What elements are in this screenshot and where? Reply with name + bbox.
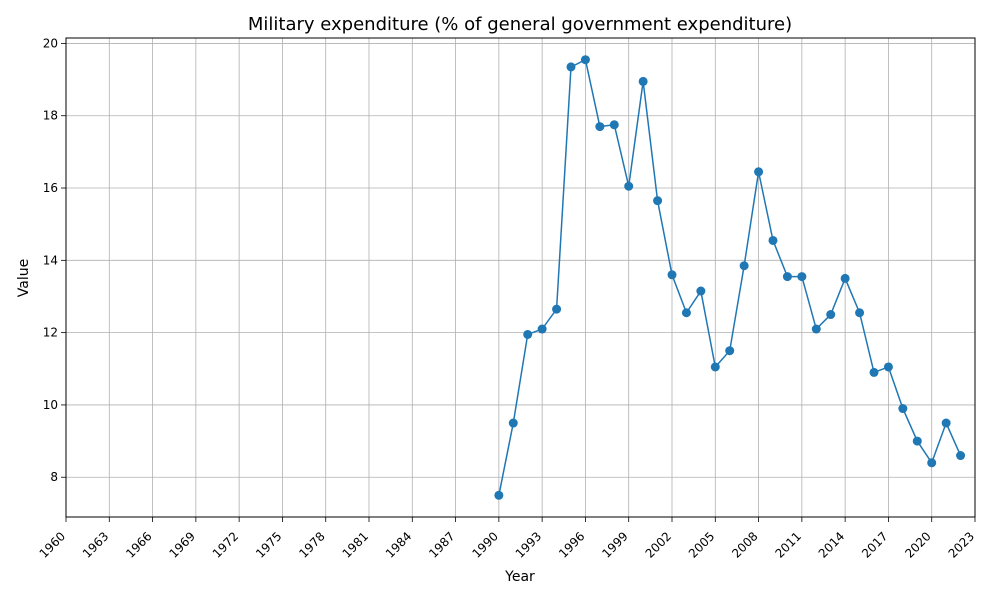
data-point [508,418,518,428]
data-point [811,324,821,334]
series-group [494,55,966,500]
data-point [696,286,706,296]
data-point [782,272,792,282]
data-point [768,235,778,245]
y-tick-label: 8 [50,470,58,484]
data-point [869,367,879,377]
y-tick-label: 20 [43,36,58,50]
data-point [912,436,922,446]
y-tick-label: 18 [43,109,58,123]
data-point [523,329,533,339]
y-tick-label: 10 [43,398,58,412]
x-axis-label: Year [504,569,535,585]
y-axis-label: Value [16,259,32,297]
data-point [956,451,966,461]
data-point [624,181,634,191]
y-axis: 8 10 12 14 16 18 20 [43,36,66,484]
y-tick-label: 16 [43,181,58,195]
y-tick-label: 12 [43,326,58,340]
data-point [595,122,605,132]
data-point [537,324,547,334]
data-point [609,120,619,130]
data-point [566,62,576,72]
data-point [898,404,908,414]
y-tick-label: 14 [43,253,58,267]
data-point [725,346,735,356]
plot-frame [65,37,976,518]
data-point [739,261,749,271]
data-point [840,273,850,283]
data-point [638,76,648,86]
data-point [681,308,691,318]
data-point [855,308,865,318]
data-point [580,55,590,65]
data-point [927,458,937,468]
chart-title: Military expenditure (% of general gover… [248,14,792,35]
data-point [667,270,677,280]
data-point [883,362,893,372]
data-point [754,167,764,177]
data-point [494,490,504,500]
data-point [552,304,562,314]
data-point [941,418,951,428]
data-point [797,272,807,282]
data-point [653,196,663,206]
data-point [826,310,836,320]
data-point [710,362,720,372]
